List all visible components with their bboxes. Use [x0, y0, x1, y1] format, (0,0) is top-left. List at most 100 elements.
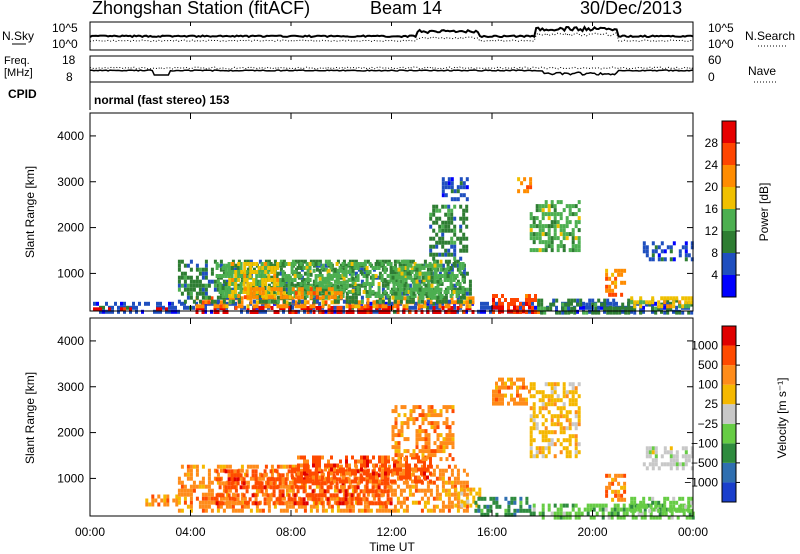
range-cell [369, 479, 372, 484]
range-cell [306, 272, 310, 277]
range-cell [231, 508, 235, 513]
range-cell [365, 294, 369, 298]
range-cell [397, 449, 401, 454]
range-cell [426, 310, 430, 314]
range-cell [571, 507, 575, 512]
range-cell [281, 501, 285, 506]
range-cell [371, 501, 375, 506]
range-cell [427, 287, 431, 292]
range-cell [383, 266, 387, 270]
range-cell [252, 464, 256, 469]
range-cell [525, 385, 528, 390]
range-cell [225, 301, 228, 306]
range-cell [348, 268, 352, 273]
range-cell [389, 485, 393, 490]
range-cell [498, 504, 502, 509]
range-cell [438, 240, 442, 245]
range-cell [424, 413, 428, 418]
range-cell [336, 284, 340, 289]
range-cell [276, 472, 280, 477]
range-cell [429, 479, 432, 484]
range-cell [294, 472, 298, 477]
range-cell [159, 309, 162, 314]
colorbar-segment [722, 423, 736, 444]
range-cell [540, 302, 544, 307]
range-cell [270, 472, 274, 477]
range-cell [535, 422, 539, 427]
range-cell [541, 390, 545, 395]
range-cell [260, 270, 264, 274]
range-cell [465, 492, 469, 497]
range-cell [215, 262, 219, 266]
range-cell [577, 515, 581, 520]
range-cell [269, 485, 273, 490]
range-cell [687, 458, 691, 463]
range-cell [309, 309, 312, 314]
range-cell [353, 469, 357, 474]
range-cell [282, 287, 286, 292]
range-cell [690, 466, 694, 471]
range-cell [541, 232, 545, 237]
range-cell [562, 438, 566, 443]
range-cell [332, 493, 336, 498]
range-cell [538, 236, 542, 241]
range-cell [450, 310, 454, 314]
range-cell [195, 283, 199, 288]
range-cell [571, 232, 575, 237]
range-cell [363, 271, 367, 276]
range-cell [465, 271, 469, 276]
range-cell [455, 290, 459, 294]
range-cell [228, 296, 232, 301]
range-cell [441, 306, 445, 310]
range-cell [577, 228, 581, 233]
range-cell [489, 504, 493, 509]
range-cell [345, 310, 349, 314]
range-cell [336, 272, 340, 277]
range-cell [387, 259, 391, 264]
range-cell [522, 385, 525, 390]
range-cell [383, 270, 387, 274]
range-cell [240, 270, 244, 274]
range-cell [453, 310, 457, 314]
range-cell [189, 492, 193, 497]
range-cell [574, 212, 578, 217]
range-cell [237, 291, 241, 296]
range-cell [451, 457, 455, 462]
range-cell [249, 266, 253, 270]
range-cell [225, 263, 229, 268]
range-cell [281, 473, 285, 478]
range-cell [263, 469, 267, 474]
range-cell [218, 477, 222, 482]
range-cell [396, 259, 400, 264]
range-cell [532, 418, 536, 423]
range-cell [276, 301, 279, 306]
x-tick-label: 04:00 [175, 525, 205, 539]
range-cell [369, 306, 373, 310]
range-cell [421, 409, 425, 414]
range-cell [417, 467, 420, 472]
range-cell [441, 267, 445, 272]
range-cell [409, 287, 413, 292]
range-cell [303, 467, 306, 472]
range-cell [453, 252, 457, 257]
range-cell [450, 208, 454, 213]
range-cell [409, 417, 413, 422]
range-cell [556, 220, 560, 225]
range-cell [598, 503, 602, 508]
range-cell [516, 298, 519, 302]
range-cell [378, 504, 382, 509]
range-cell [236, 497, 240, 502]
range-cell [574, 248, 578, 253]
range-cell [285, 504, 289, 509]
range-cell [564, 306, 568, 311]
range-cell [330, 467, 333, 472]
range-cell [442, 405, 446, 410]
range-cell [630, 504, 634, 509]
range-cell [532, 454, 536, 459]
range-cell [544, 394, 548, 399]
range-cell [302, 278, 306, 282]
range-cell [568, 450, 572, 455]
range-cell [404, 278, 408, 282]
range-cell [501, 385, 504, 390]
